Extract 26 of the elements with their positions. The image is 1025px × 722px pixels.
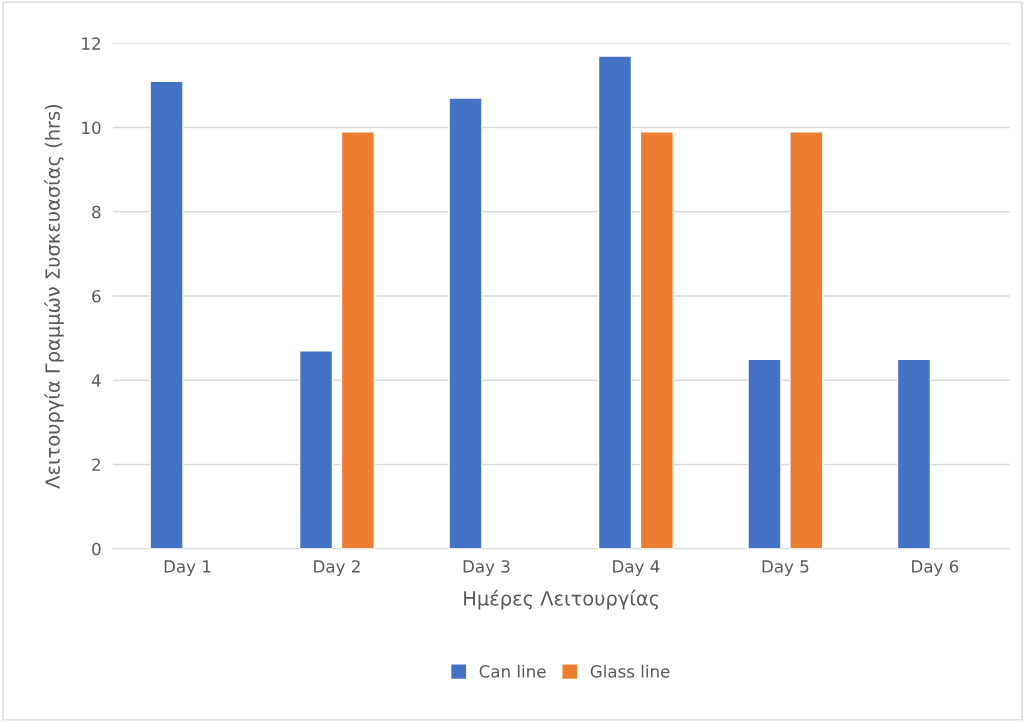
y-tick-label: 10 — [82, 121, 101, 135]
legend-label: Can line — [479, 664, 546, 678]
y-tick-label: 12 — [82, 37, 100, 50]
bar — [298, 350, 334, 549]
x-tick-label: Day 5 — [762, 560, 809, 576]
x-tick-label: Day 1 — [164, 560, 211, 576]
y-tick-label: 8 — [92, 205, 101, 219]
x-tick-label: Day 4 — [613, 560, 660, 576]
bar — [639, 131, 674, 549]
legend-label: Glass line — [590, 664, 670, 678]
y-axis-title: Λειτουργία Γραμμών Συσκευασίας (hrs) — [44, 104, 64, 489]
bar — [789, 131, 824, 549]
x-tick-label: Day 3 — [463, 560, 510, 576]
y-tick-label: 0 — [92, 542, 101, 556]
bar — [448, 97, 483, 549]
y-tick-label: 4 — [91, 374, 101, 387]
x-tick-label: Day 2 — [314, 560, 360, 576]
y-tick-label: 2 — [92, 458, 100, 471]
x-tick-label: Day 6 — [912, 560, 959, 576]
bar — [896, 358, 932, 549]
bar — [597, 55, 633, 549]
bar — [747, 358, 782, 549]
y-tick-label: 6 — [92, 289, 101, 303]
x-axis-title: Ημέρες Λειτουργίας — [464, 589, 659, 610]
bar — [149, 80, 184, 549]
bar — [340, 131, 376, 549]
